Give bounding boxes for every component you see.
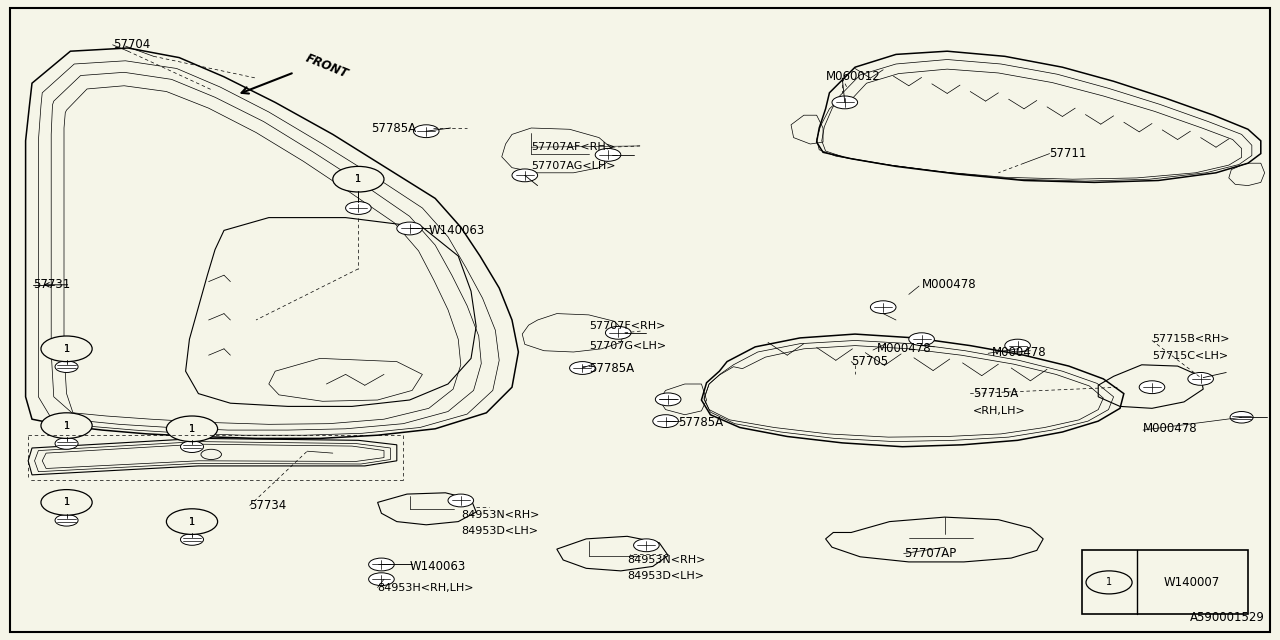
Circle shape xyxy=(180,441,204,452)
Circle shape xyxy=(397,222,422,235)
Circle shape xyxy=(512,169,538,182)
Circle shape xyxy=(41,413,92,438)
Circle shape xyxy=(909,333,934,346)
Text: 84953N<RH>: 84953N<RH> xyxy=(461,510,539,520)
Circle shape xyxy=(41,336,92,362)
Circle shape xyxy=(832,96,858,109)
Circle shape xyxy=(655,393,681,406)
Text: 1: 1 xyxy=(64,344,69,354)
Text: 84953D<LH>: 84953D<LH> xyxy=(461,526,538,536)
Text: W140063: W140063 xyxy=(429,224,485,237)
Text: 57734: 57734 xyxy=(250,499,287,512)
Circle shape xyxy=(335,168,381,191)
Circle shape xyxy=(448,494,474,507)
Text: 1: 1 xyxy=(189,516,195,527)
Text: 84953H<RH,LH>: 84953H<RH,LH> xyxy=(378,582,474,593)
Circle shape xyxy=(346,202,371,214)
Text: 57731: 57731 xyxy=(33,278,70,291)
Circle shape xyxy=(413,125,439,138)
Text: 57707G<LH>: 57707G<LH> xyxy=(589,340,666,351)
Circle shape xyxy=(169,417,215,440)
Circle shape xyxy=(44,491,90,514)
Text: 57785A: 57785A xyxy=(371,122,416,134)
Circle shape xyxy=(369,558,394,571)
Text: 1: 1 xyxy=(189,424,195,434)
Circle shape xyxy=(166,416,218,442)
Text: A590001529: A590001529 xyxy=(1190,611,1265,624)
Text: 1: 1 xyxy=(189,424,195,434)
Text: 57715B<RH>: 57715B<RH> xyxy=(1152,334,1230,344)
Circle shape xyxy=(333,166,384,192)
Text: 1: 1 xyxy=(64,344,69,354)
Text: 1: 1 xyxy=(356,174,361,184)
Text: <RH,LH>: <RH,LH> xyxy=(973,406,1025,416)
Circle shape xyxy=(166,509,218,534)
Text: 57705: 57705 xyxy=(851,355,888,368)
Text: 1: 1 xyxy=(189,516,195,527)
Circle shape xyxy=(369,573,394,586)
Text: 57785A: 57785A xyxy=(589,362,634,374)
Circle shape xyxy=(634,539,659,552)
Circle shape xyxy=(1230,412,1253,423)
Text: 57711: 57711 xyxy=(1050,147,1087,160)
Text: W140063: W140063 xyxy=(410,560,466,573)
Text: 57707AP: 57707AP xyxy=(904,547,956,560)
Circle shape xyxy=(1085,571,1132,594)
Text: 57707AG<LH>: 57707AG<LH> xyxy=(531,161,616,172)
Circle shape xyxy=(653,415,678,428)
Circle shape xyxy=(595,148,621,161)
Circle shape xyxy=(169,510,215,533)
Text: 57704: 57704 xyxy=(113,38,150,51)
Circle shape xyxy=(570,362,595,374)
Circle shape xyxy=(44,414,90,437)
Text: 57707AF<RH>: 57707AF<RH> xyxy=(531,142,616,152)
Circle shape xyxy=(41,490,92,515)
Text: 57785A: 57785A xyxy=(678,416,723,429)
Circle shape xyxy=(870,301,896,314)
Circle shape xyxy=(44,337,90,360)
Circle shape xyxy=(1005,339,1030,352)
Text: 1: 1 xyxy=(64,420,69,431)
Text: M000478: M000478 xyxy=(1143,422,1198,435)
Text: 84953D<LH>: 84953D<LH> xyxy=(627,571,704,581)
Text: 1: 1 xyxy=(356,174,361,184)
Text: M060012: M060012 xyxy=(826,70,881,83)
Text: 84953N<RH>: 84953N<RH> xyxy=(627,555,705,565)
Text: 1: 1 xyxy=(64,420,69,431)
Circle shape xyxy=(55,515,78,526)
FancyBboxPatch shape xyxy=(1082,550,1248,614)
Text: W140007: W140007 xyxy=(1164,576,1220,589)
Text: 57707F<RH>: 57707F<RH> xyxy=(589,321,666,332)
Circle shape xyxy=(1188,372,1213,385)
Text: M000478: M000478 xyxy=(877,342,932,355)
Text: 1: 1 xyxy=(64,497,69,508)
Text: 1: 1 xyxy=(1106,577,1112,588)
Text: M000478: M000478 xyxy=(922,278,977,291)
Text: FRONT: FRONT xyxy=(303,51,349,81)
Circle shape xyxy=(1139,381,1165,394)
Circle shape xyxy=(55,361,78,372)
Circle shape xyxy=(55,438,78,449)
Circle shape xyxy=(180,534,204,545)
Circle shape xyxy=(605,326,631,339)
Text: 57715C<LH>: 57715C<LH> xyxy=(1152,351,1228,362)
Text: M000478: M000478 xyxy=(992,346,1047,358)
Text: 57715A: 57715A xyxy=(973,387,1018,400)
Text: 1: 1 xyxy=(64,497,69,508)
